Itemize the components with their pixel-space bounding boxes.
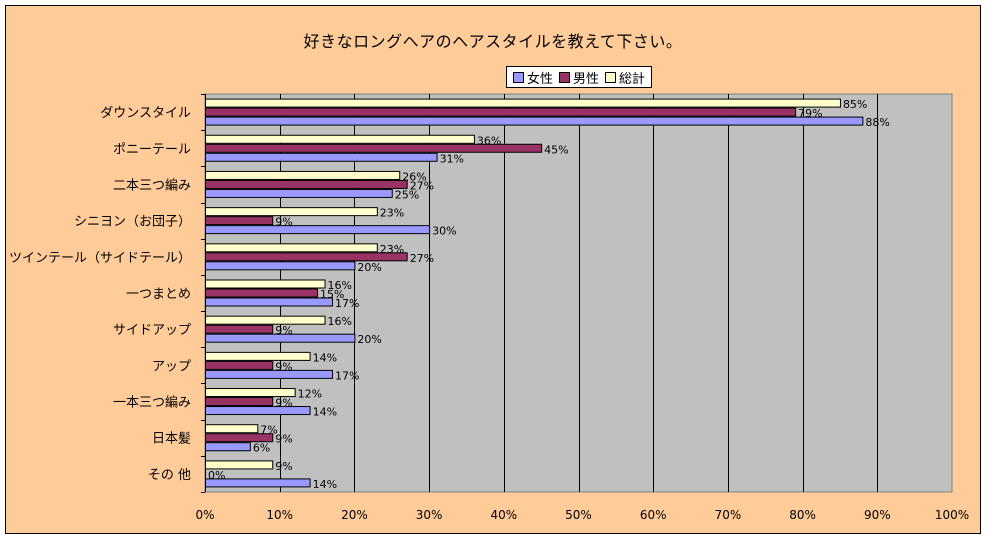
bar bbox=[205, 225, 431, 235]
category-label: シニヨン（お団子） bbox=[74, 215, 191, 230]
data-label: 20% bbox=[357, 333, 381, 346]
bar bbox=[205, 297, 333, 307]
bar bbox=[205, 261, 356, 271]
data-label: 9% bbox=[275, 433, 292, 446]
category-label: アップ bbox=[152, 359, 191, 374]
category-label: 一本三つ編み bbox=[113, 395, 191, 411]
bar bbox=[205, 288, 319, 298]
legend-label: 女性 bbox=[527, 71, 554, 87]
bar bbox=[205, 216, 274, 226]
bar bbox=[205, 107, 797, 117]
bar bbox=[205, 315, 326, 325]
bar bbox=[205, 442, 251, 452]
category-label: その 他 bbox=[148, 468, 191, 483]
data-label: 14% bbox=[313, 406, 337, 419]
data-label: 85% bbox=[843, 98, 867, 111]
bar bbox=[205, 207, 378, 217]
data-label: 14% bbox=[313, 351, 337, 364]
legend-item: 総計 bbox=[605, 68, 645, 87]
data-label: 17% bbox=[335, 369, 359, 382]
legend-item: 女性 bbox=[513, 68, 553, 87]
x-tick-label: 90% bbox=[864, 508, 891, 522]
bar bbox=[205, 406, 311, 416]
data-label: 17% bbox=[335, 297, 359, 310]
x-tick-label: 10% bbox=[266, 508, 293, 522]
bar bbox=[205, 152, 438, 162]
category-label: 日本髪 bbox=[152, 432, 191, 447]
bar bbox=[205, 424, 259, 434]
data-label: 30% bbox=[432, 225, 456, 238]
x-tick-label: 0% bbox=[195, 508, 214, 522]
category-label: ツインテール（サイドテール） bbox=[9, 251, 191, 266]
data-label: 26% bbox=[402, 170, 426, 183]
legend-label: 総計 bbox=[619, 71, 646, 87]
bar bbox=[205, 397, 274, 407]
legend-swatch bbox=[605, 71, 617, 83]
bar bbox=[205, 324, 274, 334]
bar bbox=[205, 333, 356, 343]
data-label: 16% bbox=[328, 315, 352, 328]
data-label: 16% bbox=[328, 279, 352, 292]
x-tick-label: 30% bbox=[416, 508, 443, 522]
bar bbox=[205, 98, 841, 108]
legend: 女性 男性 総計 bbox=[506, 66, 653, 88]
bar bbox=[205, 351, 311, 361]
category-label: サイドアップ bbox=[113, 323, 191, 338]
bar bbox=[205, 478, 311, 488]
category-label: 二本三つ編み bbox=[113, 177, 191, 193]
legend-swatch bbox=[513, 71, 524, 83]
x-tick-label: 20% bbox=[341, 508, 368, 522]
chart-title: 好きなロングヘアのヘアスタイルを教えて下さい。 bbox=[303, 32, 683, 51]
bar bbox=[205, 388, 296, 398]
data-label: 31% bbox=[440, 152, 464, 165]
data-label: 45% bbox=[544, 143, 568, 156]
bar bbox=[205, 170, 401, 180]
x-tick-label: 50% bbox=[565, 508, 592, 522]
bar bbox=[205, 433, 274, 443]
bar bbox=[205, 252, 408, 262]
x-tick-label: 60% bbox=[640, 508, 667, 522]
category-label: 一つまとめ bbox=[126, 287, 191, 302]
legend-label: 男性 bbox=[573, 71, 600, 87]
data-label: 14% bbox=[313, 478, 337, 491]
bar bbox=[205, 143, 543, 153]
x-tick-label: 40% bbox=[490, 508, 517, 522]
plot-background bbox=[204, 93, 953, 493]
data-label: 23% bbox=[380, 207, 404, 220]
category-label: ダウンスタイル bbox=[100, 106, 191, 121]
data-label: 88% bbox=[865, 116, 889, 129]
category-label: ポニーテール bbox=[113, 142, 191, 157]
x-tick-label: 80% bbox=[789, 508, 816, 522]
data-label: 9% bbox=[275, 460, 292, 473]
x-tick-label: 100% bbox=[935, 508, 969, 522]
bar bbox=[205, 369, 333, 379]
bar bbox=[205, 360, 274, 370]
data-label: 25% bbox=[395, 188, 419, 201]
data-label: 27% bbox=[410, 252, 434, 265]
data-label: 27% bbox=[410, 179, 434, 192]
bar bbox=[205, 460, 274, 470]
data-label: 12% bbox=[298, 388, 322, 401]
data-label: 6% bbox=[253, 442, 270, 455]
legend-item: 男性 bbox=[559, 68, 599, 87]
bar bbox=[205, 243, 378, 253]
legend-swatch bbox=[559, 71, 571, 83]
bar bbox=[205, 179, 408, 189]
bar bbox=[205, 116, 864, 126]
bar bbox=[205, 134, 475, 144]
bar bbox=[205, 188, 393, 198]
bar bbox=[205, 279, 326, 289]
data-label: 20% bbox=[357, 261, 381, 274]
x-tick-label: 70% bbox=[715, 508, 742, 522]
